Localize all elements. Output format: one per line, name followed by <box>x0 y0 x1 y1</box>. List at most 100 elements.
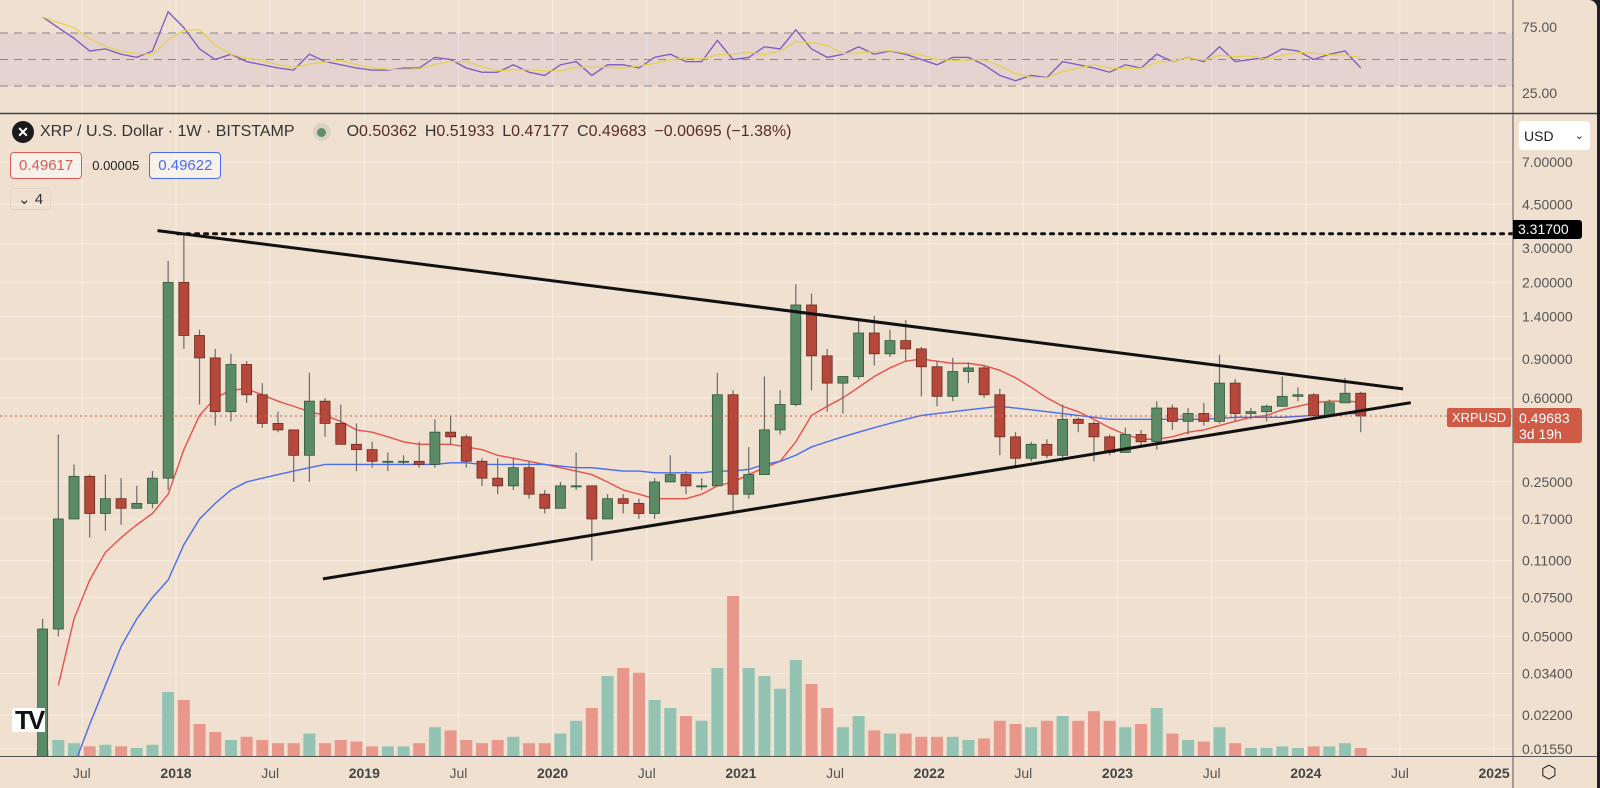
ohlc-low: L0.47177 <box>502 123 570 140</box>
time-axis-label: Jul <box>1203 765 1221 781</box>
candle <box>711 372 723 487</box>
candle <box>743 446 755 499</box>
candle-body <box>617 498 629 504</box>
candle <box>272 411 284 433</box>
candle <box>1072 417 1084 433</box>
spread-value: 0.00005 <box>92 158 140 173</box>
volume-bar <box>366 746 379 756</box>
candle-body <box>194 335 205 359</box>
volume-bar <box>978 738 991 756</box>
volume-bar <box>413 743 426 756</box>
candle <box>978 365 990 398</box>
volume-bar <box>1056 716 1069 756</box>
volume-bar <box>883 733 896 756</box>
drawings[interactable] <box>0 229 1513 581</box>
volume-bar <box>931 736 944 756</box>
buy-button[interactable]: 0.49622 <box>149 152 222 179</box>
candle-body <box>209 357 221 413</box>
candle <box>1292 387 1304 402</box>
candle-body <box>821 355 833 384</box>
candle <box>649 478 660 519</box>
volume-bar <box>256 740 269 756</box>
candle <box>1182 408 1194 435</box>
candle <box>209 348 221 426</box>
volume-bar <box>1166 733 1179 756</box>
candle <box>963 362 974 384</box>
volume-bar <box>1229 743 1242 756</box>
candle <box>1167 404 1178 430</box>
price-axis-label: 1.40000 <box>1522 309 1573 325</box>
price-axis-label: 0.07500 <box>1522 589 1573 605</box>
indicators-toggle[interactable]: ⌄ 4 <box>10 188 52 210</box>
candle <box>1229 379 1241 422</box>
candle-body <box>335 423 347 445</box>
candle <box>492 458 504 495</box>
volume-bar <box>1307 746 1320 756</box>
candle <box>68 464 80 520</box>
volume-bar <box>491 740 504 756</box>
candle-body <box>539 493 551 509</box>
volume-bar <box>648 700 661 756</box>
volume-bar <box>271 743 284 756</box>
trendline-lower <box>322 401 1412 581</box>
volume-bar <box>428 727 441 756</box>
time-axis-label: Jul <box>73 765 91 781</box>
candle <box>445 415 457 445</box>
candle <box>586 485 598 561</box>
rsi-axis-label: 25.00 <box>1522 85 1557 101</box>
candle <box>1245 408 1257 420</box>
volume-bar <box>177 700 190 756</box>
ohlc-change: −0.00695 (−1.38%) <box>654 123 792 140</box>
volume-bar <box>1244 748 1257 756</box>
time-axis-label: Jul <box>449 765 467 781</box>
candle-body <box>523 467 535 495</box>
xrp-logo-icon: ✕ <box>12 121 34 143</box>
volume-bar <box>1339 743 1352 756</box>
volume-bar <box>1103 720 1116 756</box>
volume-bar <box>460 740 473 756</box>
candle <box>1135 429 1147 447</box>
candle-body <box>272 423 284 431</box>
candle-body <box>1057 418 1068 456</box>
symbol-title[interactable]: XRP / U.S. Dollar · 1W · BITSTAMP <box>40 123 295 140</box>
candle <box>288 429 300 482</box>
candle-body <box>319 400 331 424</box>
grid-lines <box>0 0 1513 756</box>
candle <box>602 494 613 520</box>
volume-bar <box>507 736 520 756</box>
candle <box>853 320 864 380</box>
volume-bar <box>1276 746 1289 756</box>
volume-bar <box>319 743 332 756</box>
volume-bar <box>946 736 959 756</box>
candle-body <box>99 498 111 514</box>
candle <box>1151 401 1163 450</box>
sell-button[interactable]: 0.49617 <box>10 152 83 179</box>
volume-bar <box>1025 727 1038 756</box>
candle-body <box>963 367 974 372</box>
candle-body <box>931 366 943 397</box>
tradingview-logo[interactable]: TV <box>12 707 45 733</box>
volume-bar <box>130 748 143 756</box>
candle <box>351 423 362 472</box>
candle-body <box>1339 392 1351 404</box>
candle-body <box>649 481 660 514</box>
candle <box>476 458 488 486</box>
candle <box>617 494 629 514</box>
volume-bars <box>36 596 1367 756</box>
candle <box>931 361 943 407</box>
rsi-pane <box>0 10 1513 87</box>
candle-body <box>1135 434 1147 443</box>
settings-icon[interactable]: ⬡ <box>1541 762 1557 782</box>
time-axis-label: 2023 <box>1102 765 1133 781</box>
candle <box>633 498 645 519</box>
volume-bar <box>68 743 81 756</box>
price-axis-label: 0.05000 <box>1522 628 1573 644</box>
volume-bar <box>52 740 65 756</box>
volume-bar <box>805 684 818 756</box>
candles <box>37 233 1367 756</box>
currency-select[interactable]: USD ⌄ <box>1519 121 1590 150</box>
candle-body <box>586 485 598 520</box>
volume-bar <box>774 688 787 756</box>
